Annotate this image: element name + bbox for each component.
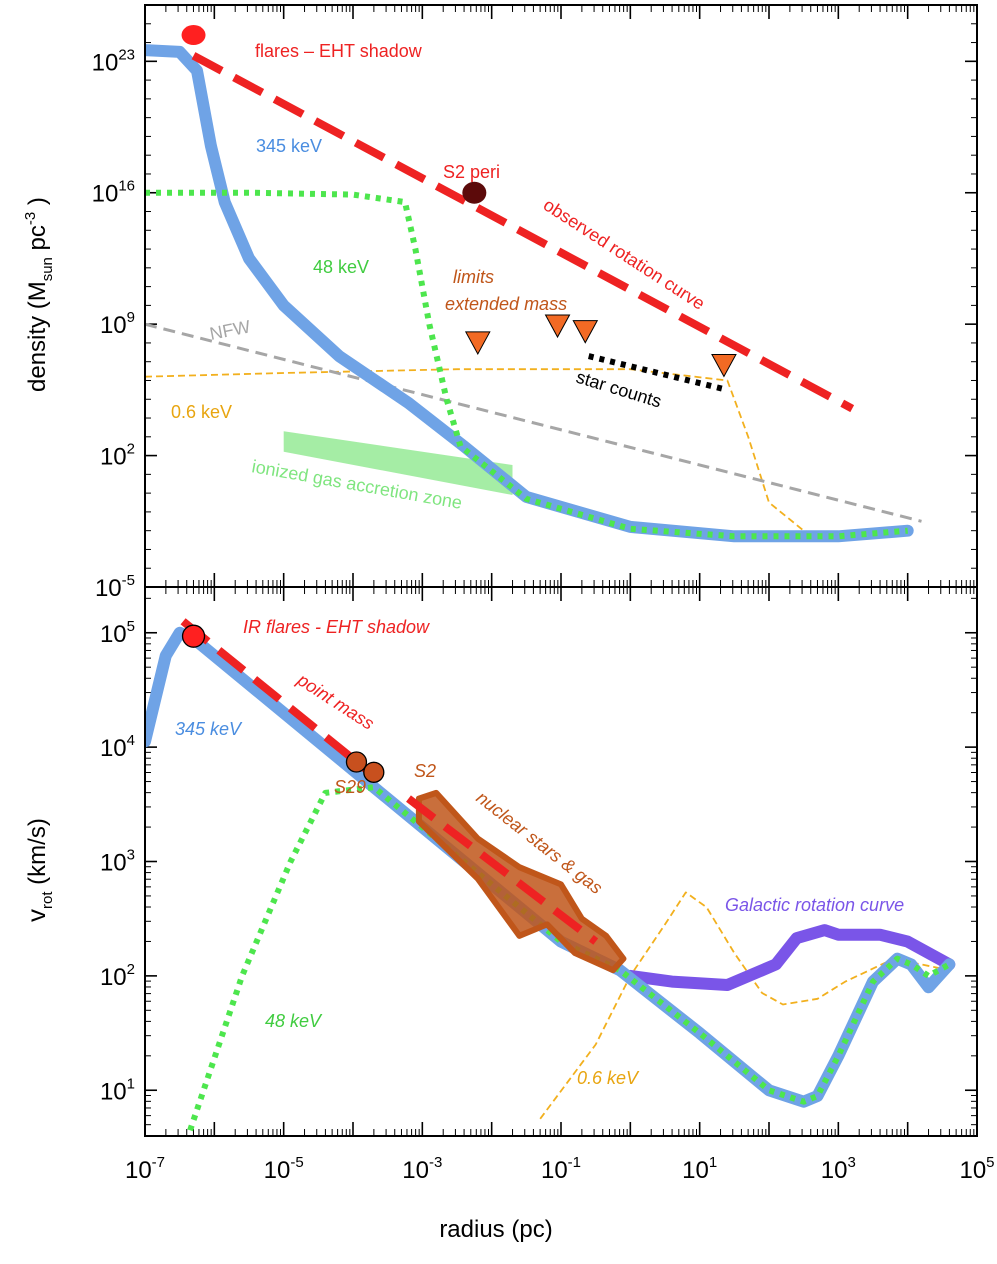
- label-star-counts: star counts: [574, 367, 664, 412]
- ionized-gas-band: [283, 431, 513, 495]
- label-06kev-bottom: 0.6 keV: [577, 1068, 640, 1088]
- ionized-gas-zone-band: [283, 431, 513, 495]
- label-s29: S29: [334, 777, 366, 797]
- bottom-point-mass-group: [180, 618, 599, 945]
- series-point-mass-inner: [406, 795, 599, 945]
- series-nfw: [145, 322, 922, 523]
- label-48kev-top: 48 keV: [313, 257, 369, 277]
- y-tick-label: 10-5: [95, 572, 135, 602]
- marker-s2-peri: [462, 181, 487, 204]
- label-flares-eht: flares – EHT shadow: [255, 41, 423, 61]
- series-48-kev: [145, 189, 908, 540]
- top-markers-group: [181, 25, 737, 378]
- y-tick-label: 103: [100, 847, 135, 877]
- series-star-counts: [587, 353, 729, 393]
- bottom-markers-group: [181, 624, 385, 783]
- y-tick-label: 102: [100, 441, 135, 471]
- bottom-y-axis-title: vrot (km/s): [21, 818, 56, 922]
- bottom-plot-frame: [144, 586, 978, 1137]
- label-ir-flares: IR flares - EHT shadow: [243, 617, 430, 637]
- top-y-tick-labels: 1023 1016 109 102 10-5: [92, 46, 135, 602]
- y-tick-label: 109: [100, 309, 135, 339]
- label-s2: S2: [414, 761, 436, 781]
- x-tick-label: 10-7: [125, 1154, 165, 1184]
- y-tick-label: 102: [100, 961, 135, 991]
- y-tick-label: 105: [100, 618, 135, 648]
- marker-ir-flares-eht-shadow: [181, 624, 206, 648]
- limit-marker: [711, 353, 737, 378]
- label-limits: limits: [453, 267, 494, 287]
- series-345-kev: [145, 626, 956, 1108]
- series-galactic-rotation-curve: [624, 924, 956, 991]
- x-tick-label: 10-3: [402, 1154, 442, 1184]
- label-345kev-bottom: 345 keV: [175, 719, 243, 739]
- top-panel: 1023 1016 109 102 10-5 flares – EHT shadow 3…: [22, 4, 978, 602]
- label-s2-peri: S2 peri: [443, 162, 500, 182]
- y-tick-label: 1023: [92, 46, 135, 76]
- series-point-mass: [180, 618, 377, 779]
- x-tick-labels: 10-7 10-5 10-3 10-1 101 103 105: [125, 1154, 995, 1184]
- top-y-axis-title: density (Msun pc-3 ): [22, 197, 56, 392]
- limit-marker: [544, 314, 571, 339]
- x-tick-label: 10-1: [541, 1154, 581, 1184]
- label-06kev-top: 0.6 keV: [171, 402, 232, 422]
- label-48kev-bottom: 48 keV: [265, 1011, 323, 1031]
- marker-s2: [363, 761, 385, 783]
- x-tick-label: 10-5: [264, 1154, 304, 1184]
- label-galactic-rotation-curve: Galactic rotation curve: [725, 895, 904, 915]
- y-tick-label: 101: [100, 1075, 135, 1105]
- marker-flares-eht: [181, 25, 206, 46]
- label-345kev-top: 345 keV: [256, 136, 322, 156]
- y-tick-label: 1016: [92, 178, 135, 208]
- x-tick-label: 103: [821, 1154, 856, 1184]
- x-tick-label: 101: [682, 1154, 717, 1184]
- x-tick-label: 105: [959, 1154, 994, 1184]
- label-nfw: NFW: [208, 316, 252, 343]
- limit-marker: [572, 320, 599, 344]
- label-extended-mass: extended mass: [445, 294, 567, 314]
- bottom-y-tick-labels: 105 104 103 102 101: [100, 618, 135, 1106]
- marker-s29: [345, 751, 368, 773]
- x-axis-title: radius (pc): [439, 1216, 552, 1243]
- limit-marker: [464, 331, 491, 355]
- series-observed-rotation-curve: [191, 52, 855, 413]
- y-tick-label: 104: [100, 732, 135, 762]
- series-0-6-kev: [145, 368, 908, 541]
- top-series-group: [145, 44, 922, 543]
